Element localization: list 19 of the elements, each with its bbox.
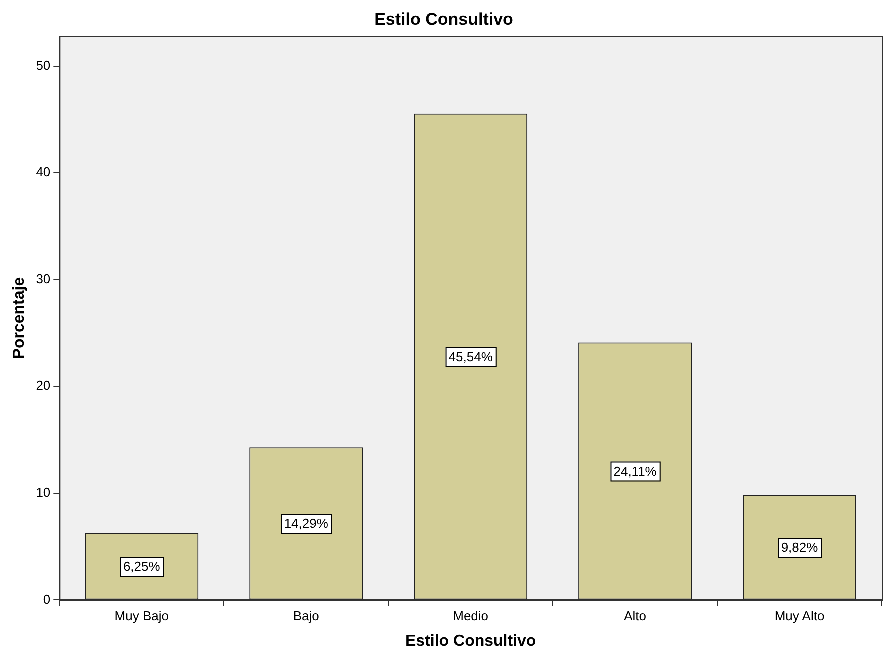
y-tick-label: 10 bbox=[36, 485, 51, 500]
y-tick-label: 30 bbox=[36, 271, 51, 286]
data-label: 6,25% bbox=[123, 559, 161, 574]
x-axis-title: Estilo Consultivo bbox=[405, 632, 536, 650]
y-tick-label: 40 bbox=[36, 164, 51, 180]
x-tick-label: Muy Alto bbox=[774, 608, 825, 624]
data-label: 14,29% bbox=[284, 516, 329, 532]
x-tick-label: Muy Bajo bbox=[114, 608, 169, 624]
chart-title: Estilo Consultivo bbox=[374, 10, 514, 29]
data-label: 9,82% bbox=[781, 540, 819, 556]
data-label: 24,11% bbox=[614, 464, 658, 479]
x-tick-label: Medio bbox=[453, 608, 489, 624]
data-label: 45,54% bbox=[448, 349, 494, 364]
y-tick-label: 0 bbox=[43, 592, 51, 607]
x-tick-label: Bajo bbox=[293, 608, 320, 624]
y-tick-label: 50 bbox=[36, 58, 51, 73]
y-tick-label: 20 bbox=[36, 378, 51, 394]
x-tick-label: Alto bbox=[624, 608, 646, 624]
y-axis-title: Porcentaje bbox=[11, 277, 28, 360]
